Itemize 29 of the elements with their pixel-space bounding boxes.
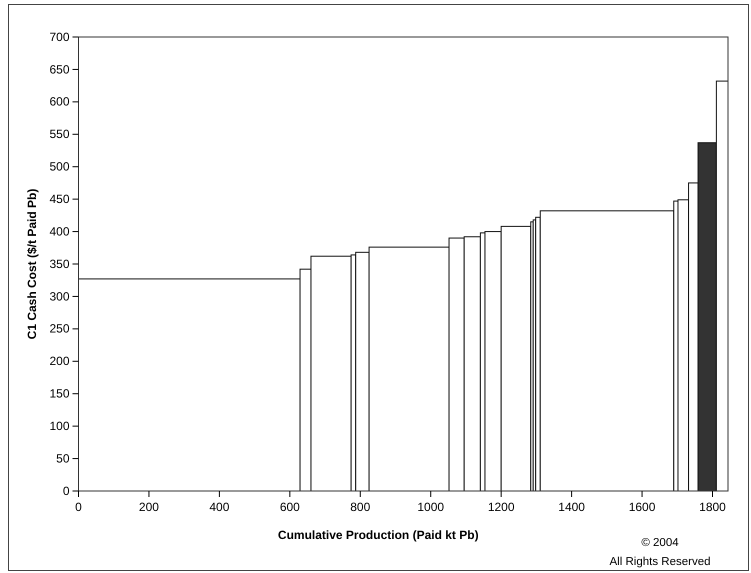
y-axis-title: C1 Cash Cost ($/t Paid Pb) <box>25 188 39 340</box>
y-tick-label: 450 <box>49 192 70 206</box>
x-tick-label: 200 <box>138 500 160 514</box>
y-tick-label: 0 <box>62 484 70 498</box>
y-tick-label: 400 <box>49 224 70 238</box>
x-tick-label: 0 <box>75 500 82 514</box>
y-tick-label: 300 <box>49 289 70 304</box>
y-tick-label: 150 <box>49 386 70 401</box>
x-tick-label: 1200 <box>488 500 515 514</box>
y-tick-label: 350 <box>49 256 70 271</box>
y-tick-label: 200 <box>49 354 70 368</box>
y-tick-label: 500 <box>49 160 70 174</box>
x-tick-label: 400 <box>209 500 230 514</box>
x-tick-label: 1000 <box>417 500 444 514</box>
x-axis-title: Cumulative Production (Paid kt Pb) <box>278 528 479 542</box>
y-tick-label: 100 <box>49 418 70 433</box>
x-tick-label: 800 <box>350 500 371 514</box>
y-tick-label: 550 <box>49 127 70 142</box>
x-tick-label: 1800 <box>699 500 726 514</box>
y-tick-label: 250 <box>49 322 70 336</box>
y-tick-label: 650 <box>49 62 70 76</box>
x-tick-label: 1600 <box>628 500 656 514</box>
x-tick-label: 600 <box>280 500 300 514</box>
text: © 2004 <box>641 537 680 549</box>
y-tick-label: 600 <box>49 94 70 109</box>
text: All Rights Reserved <box>610 556 710 568</box>
x-tick-label: 1400 <box>558 500 586 514</box>
y-tick-label: 700 <box>49 30 70 44</box>
y-tick-label: 50 <box>56 451 70 466</box>
